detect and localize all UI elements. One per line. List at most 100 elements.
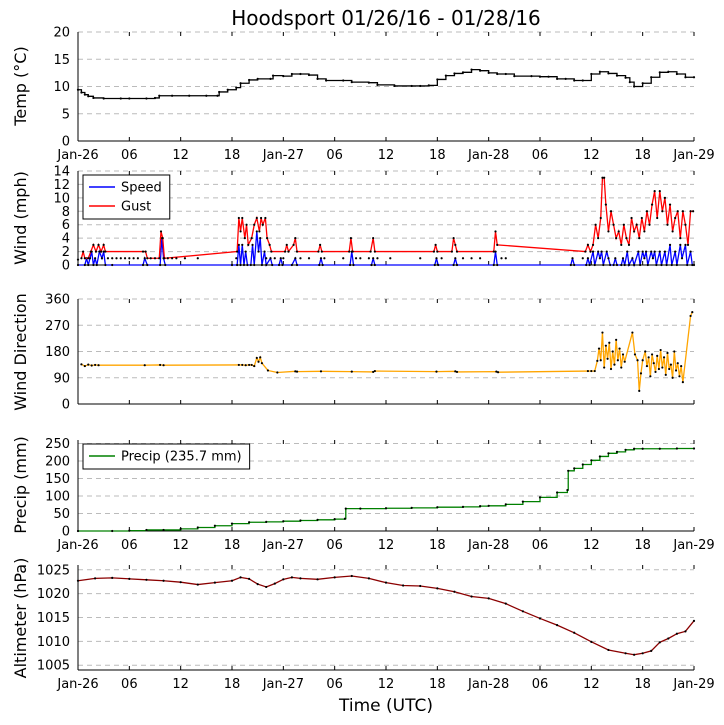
temp-point (410, 84, 413, 88)
wind-point (141, 250, 145, 253)
precip-point (521, 500, 524, 503)
wind-marker (183, 257, 187, 260)
direction-point (606, 357, 609, 360)
wind-point (317, 250, 320, 253)
wind-point (111, 263, 114, 267)
temp-point (496, 72, 499, 76)
wind-point (436, 250, 439, 253)
wind-point (593, 263, 596, 267)
precip-point (410, 506, 413, 509)
temp-point (269, 77, 272, 80)
wind-point (569, 263, 572, 267)
wind-point (589, 250, 592, 253)
precip-point (179, 527, 182, 531)
precip-xtick-label: 06 (532, 538, 549, 553)
wind-point (437, 263, 440, 267)
altimeter-point (453, 590, 456, 593)
wind-point (87, 263, 90, 267)
altimeter-xtick-label: 06 (121, 677, 138, 692)
direction-point (636, 359, 639, 362)
wind-point (164, 263, 167, 267)
direction-point (248, 363, 251, 367)
wind-point (253, 223, 256, 226)
temp-ytick-label: 15 (53, 53, 70, 68)
direction-point (319, 370, 323, 373)
wind-point (609, 210, 613, 213)
wind-marker (461, 257, 465, 260)
temp-point (158, 94, 161, 97)
temp-xtick-label: Jan-28 (467, 148, 509, 163)
temp-point (530, 75, 533, 78)
wind-point (604, 203, 607, 206)
wind-point (614, 257, 617, 260)
wind-point (615, 263, 619, 267)
wind-point (143, 257, 146, 260)
precip-point (344, 507, 347, 510)
wind-point (612, 223, 615, 226)
wind-point (260, 263, 264, 267)
temp-point (461, 71, 465, 74)
wind-point (82, 250, 85, 253)
temp-xtick-label: 06 (532, 148, 549, 163)
wind-point (246, 263, 249, 267)
wind-marker (419, 257, 422, 260)
wind-point (591, 243, 595, 246)
direction-point (621, 353, 625, 356)
wind-point (435, 257, 438, 260)
wind-point (665, 263, 668, 267)
wind-point (651, 257, 655, 260)
altimeter-point (384, 581, 388, 584)
temp-point (128, 97, 131, 100)
precip-point (145, 528, 148, 532)
temp-point (239, 82, 242, 85)
temp-point (547, 75, 550, 78)
direction-point (620, 366, 623, 369)
wind-point (369, 250, 372, 253)
wind-point (635, 223, 638, 226)
wind-marker (132, 257, 135, 260)
precip-point (624, 448, 627, 451)
wind-point (100, 250, 103, 253)
direction-point (604, 344, 607, 347)
wind-point (602, 263, 605, 267)
precip-point (538, 496, 542, 499)
altimeter-point (504, 602, 507, 605)
wind-point (295, 263, 299, 267)
direction-point (678, 375, 681, 378)
wind-marker (175, 257, 178, 260)
direction-ytick-label: 360 (45, 293, 70, 308)
temp-point (218, 90, 221, 94)
wind-point (83, 257, 86, 260)
altimeter-point (573, 631, 576, 634)
temp-point (171, 94, 174, 97)
wind-marker (136, 257, 139, 260)
wind-point (627, 263, 631, 267)
direction-point (623, 360, 626, 363)
temp-point (188, 94, 191, 97)
altimeter-point (667, 637, 670, 640)
precip-point (333, 518, 336, 521)
wind-ytick-label: 14 (53, 165, 70, 180)
temp-point (598, 70, 601, 73)
wind-marker (119, 257, 122, 260)
wind-point (661, 210, 664, 213)
wind-point (658, 190, 661, 193)
direction-point (618, 347, 621, 350)
temp-point (80, 91, 83, 94)
direction-ylabel: Wind Direction (11, 293, 30, 411)
altimeter-point (367, 577, 370, 580)
temp-point (226, 88, 229, 91)
wind-point (373, 250, 376, 253)
altimeter-point (128, 577, 131, 580)
direction-point (255, 356, 258, 360)
precip-ytick-label: 200 (45, 455, 70, 470)
direction-point (649, 375, 652, 378)
direction-point (590, 369, 593, 373)
direction-point (661, 366, 664, 369)
precip-point (461, 505, 465, 508)
temp-point (453, 72, 456, 75)
temp-point (145, 97, 148, 100)
direction-point (668, 367, 671, 371)
wind-point (689, 210, 692, 213)
